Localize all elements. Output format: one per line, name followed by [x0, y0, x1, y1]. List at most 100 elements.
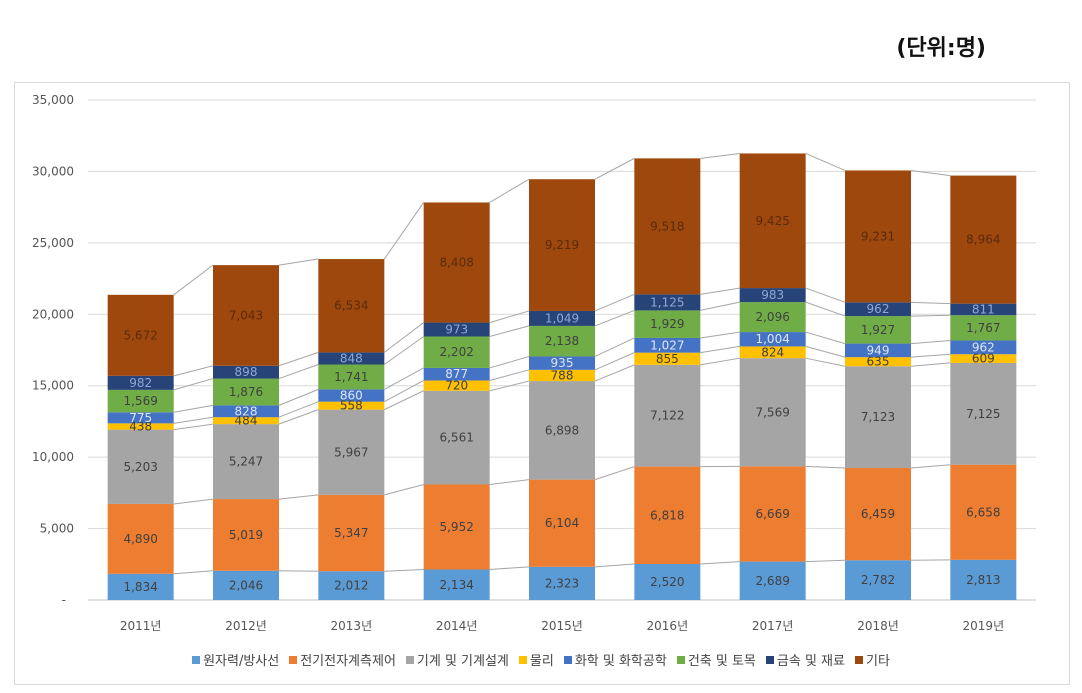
bar-기계-및-기계설계-2 — [318, 409, 385, 495]
series-line-전기전자계측제어 — [384, 484, 424, 496]
bar-기계-및-기계설계-0 — [107, 429, 174, 504]
data-label-물리-2: 558 — [340, 399, 363, 413]
data-label-물리-4: 788 — [551, 368, 574, 382]
series-line-전기전자계측제어 — [489, 479, 530, 485]
bar-전기전자계측제어-8 — [950, 464, 1017, 560]
data-label-전기전자계측제어-5: 6,818 — [650, 508, 684, 522]
series-line-원자력-방사선 — [594, 563, 635, 568]
series-line-기타 — [700, 152, 740, 159]
bar-금속-및-재료-6 — [739, 288, 806, 303]
data-label-원자력-방사선-3: 2,134 — [439, 578, 473, 592]
legend-item-전기전자계측제어: 전기전자계측제어 — [289, 650, 396, 669]
series-line-기계-및-기계설계 — [805, 357, 846, 367]
bar-물리-0 — [107, 423, 174, 430]
data-label-기타-3: 8,408 — [439, 256, 473, 270]
legend-label: 금속 및 재료 — [776, 654, 845, 669]
legend-swatch — [765, 656, 774, 664]
data-label-전기전자계측제어-7: 6,459 — [861, 507, 895, 521]
bar-기계-및-기계설계-1 — [213, 424, 279, 500]
bar-원자력-방사선-0 — [107, 573, 174, 600]
bar-금속-및-재료-8 — [950, 303, 1017, 316]
bar-원자력-방사선-2 — [318, 571, 385, 600]
x-tick-label: 2018년 — [857, 619, 899, 633]
x-tick-label: 2012년 — [225, 619, 267, 633]
data-label-기타-1: 7,043 — [229, 308, 263, 322]
y-tick-label: 20,000 — [32, 307, 74, 321]
series-line-건축-및-토목 — [278, 364, 319, 380]
series-line-금속-및-재료 — [910, 301, 951, 305]
bar-건축-및-토목-0 — [107, 389, 174, 413]
bar-금속-및-재료-2 — [318, 352, 385, 365]
data-label-금속-및-재료-2: 848 — [340, 351, 363, 365]
bar-기타-6 — [739, 153, 806, 289]
bar-물리-6 — [739, 346, 806, 359]
bar-전기전자계측제어-5 — [634, 466, 701, 564]
data-label-원자력-방사선-1: 2,046 — [229, 578, 263, 592]
data-label-금속-및-재료-4: 1,049 — [545, 311, 579, 325]
bar-물리-3 — [423, 380, 490, 391]
series-line-건축-및-토목 — [910, 314, 951, 317]
series-line-원자력-방사선 — [384, 569, 424, 572]
data-label-전기전자계측제어-2: 5,347 — [334, 526, 368, 540]
series-line-기계-및-기계설계 — [700, 357, 740, 366]
data-label-기계-및-기계설계-5: 7,122 — [650, 409, 684, 423]
bar-기타-1 — [213, 265, 279, 366]
series-line-기타 — [278, 258, 319, 266]
bar-화학-및-화학공학-3 — [423, 367, 490, 381]
bar-건축-및-토목-7 — [845, 316, 911, 344]
series-line-기타 — [173, 264, 214, 296]
legend-swatch — [405, 656, 414, 664]
legend-swatch — [518, 656, 527, 664]
data-label-기계-및-기계설계-0: 5,203 — [123, 460, 157, 474]
series-line-기타 — [594, 157, 635, 180]
bar-기타-4 — [529, 179, 595, 311]
bar-원자력-방사선-5 — [634, 564, 701, 600]
legend-label: 전기전자계측제어 — [300, 654, 396, 669]
bar-건축-및-토목-8 — [950, 315, 1017, 341]
series-line-물리 — [700, 345, 740, 354]
bar-화학-및-화학공학-1 — [213, 405, 279, 418]
series-line-기계-및-기계설계 — [173, 423, 214, 431]
x-tick-label: 2016년 — [647, 619, 689, 633]
data-label-물리-8: 609 — [972, 352, 995, 366]
legend-label: 화학 및 화학공학 — [574, 654, 667, 669]
series-line-화학-및-화학공학 — [384, 367, 424, 390]
x-tick-label: 2015년 — [541, 619, 583, 633]
y-tick-label: 10,000 — [32, 450, 74, 464]
data-label-건축-및-토목-0: 1,569 — [123, 394, 157, 408]
data-label-화학-및-화학공학-6: 1,004 — [755, 332, 789, 346]
series-line-화학-및-화학공학 — [805, 331, 846, 345]
legend-label: 기계 및 기계설계 — [416, 654, 509, 669]
data-label-건축-및-토목-3: 2,202 — [439, 345, 473, 359]
series-line-기계-및-기계설계 — [278, 409, 319, 425]
data-label-전기전자계측제어-6: 6,669 — [755, 507, 789, 521]
bar-화학-및-화학공학-8 — [950, 340, 1017, 355]
bar-건축-및-토목-6 — [739, 302, 806, 333]
series-line-물리 — [594, 352, 635, 371]
data-label-물리-6: 824 — [761, 345, 784, 359]
series-line-기계-및-기계설계 — [594, 364, 635, 382]
bar-전기전자계측제어-7 — [845, 467, 911, 561]
data-label-기타-6: 9,425 — [755, 214, 789, 228]
y-tick-label: 5,000 — [40, 522, 74, 536]
data-label-기타-7: 9,231 — [861, 229, 895, 243]
bar-화학-및-화학공학-2 — [318, 389, 385, 402]
bar-금속-및-재료-3 — [423, 322, 490, 337]
data-label-물리-3: 720 — [445, 379, 468, 393]
series-line-금속-및-재료 — [384, 322, 424, 353]
legend-swatch — [192, 656, 201, 664]
series-line-금속-및-재료 — [173, 365, 214, 377]
series-line-금속-및-재료 — [278, 351, 319, 367]
bar-전기전자계측제어-0 — [107, 503, 174, 574]
bar-기타-2 — [318, 259, 385, 353]
data-label-기계-및-기계설계-1: 5,247 — [229, 455, 263, 469]
data-label-기타-8: 8,964 — [966, 233, 1000, 247]
legend-swatch — [854, 656, 863, 664]
bar-물리-1 — [213, 417, 279, 425]
data-label-금속-및-재료-8: 811 — [972, 302, 995, 316]
data-label-화학-및-화학공학-0: 775 — [129, 411, 152, 425]
bar-기계-및-기계설계-5 — [634, 364, 701, 467]
data-label-건축-및-토목-1: 1,876 — [229, 385, 263, 399]
legend-item-화학-및-화학공학: 화학 및 화학공학 — [563, 650, 667, 669]
data-label-물리-7: 635 — [867, 355, 890, 369]
